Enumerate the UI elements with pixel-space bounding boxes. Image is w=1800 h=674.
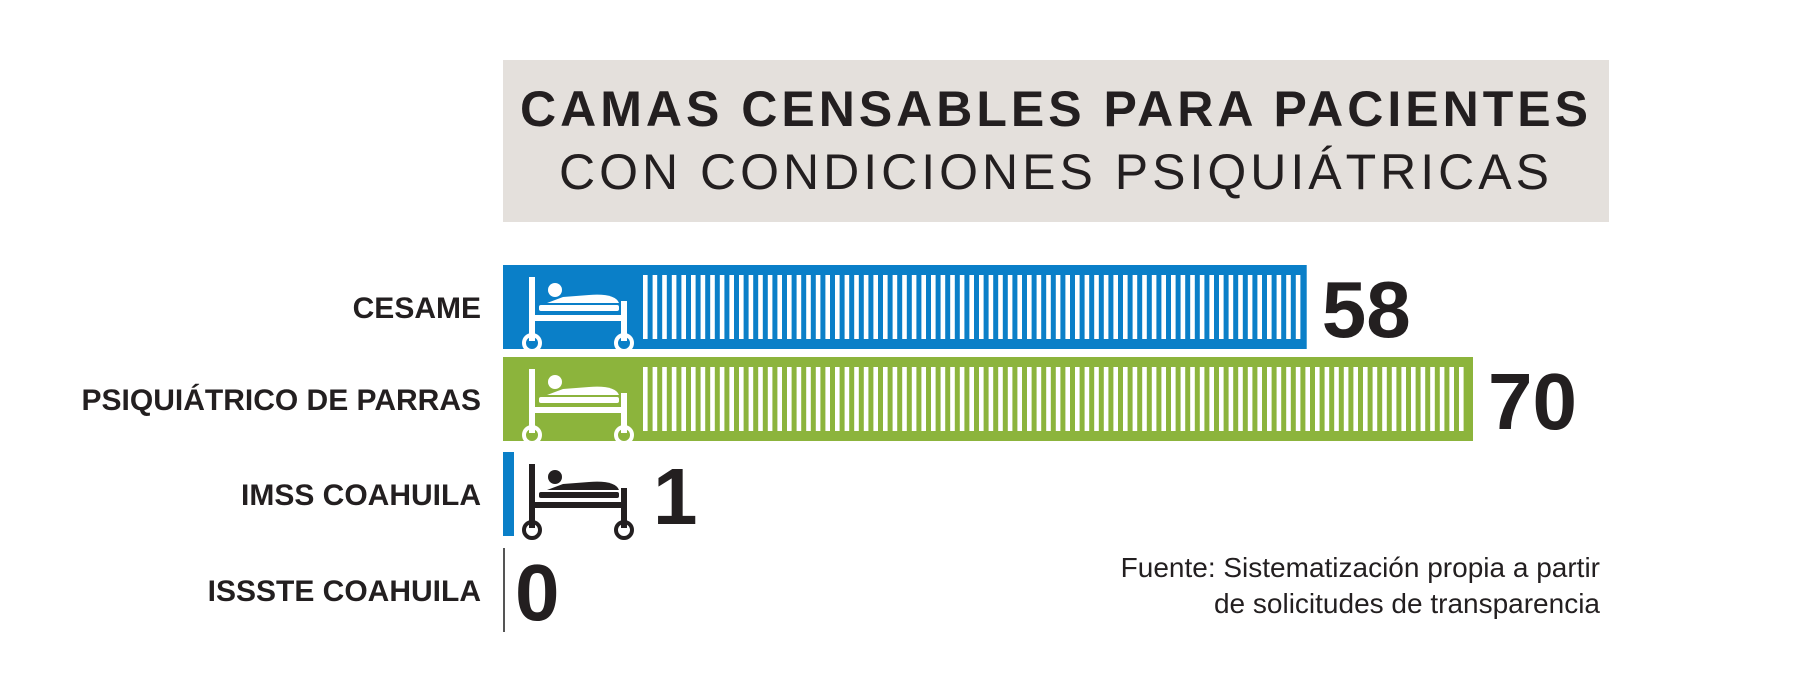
source-note: Fuente: Sistematización propia a partir … <box>1000 550 1600 622</box>
category-label: IMSS COAHUILA <box>241 479 481 512</box>
source-line2: de solicitudes de transparencia <box>1213 588 1600 619</box>
bed-icon <box>522 277 634 353</box>
value-label: 58 <box>1322 265 1411 354</box>
chart-title-box: CAMAS CENSABLES PARA PACIENTES CON CONDI… <box>503 60 1609 222</box>
source-line1: Fuente: Sistematización propia a partir <box>1120 552 1600 583</box>
zero-axis-line <box>503 548 505 632</box>
bar <box>503 452 514 536</box>
value-label: 70 <box>1488 357 1577 446</box>
bed-icon <box>522 464 634 540</box>
chart-title-line1: CAMAS CENSABLES PARA PACIENTES <box>520 81 1592 137</box>
category-label: PSIQUIÁTRICO DE PARRAS <box>82 383 481 417</box>
value-label: 1 <box>653 452 698 541</box>
bed-icon <box>522 369 634 445</box>
category-label: ISSSTE COAHUILA <box>208 575 481 608</box>
chart-title-line2: CON CONDICIONES PSIQUIÁTRICAS <box>559 144 1553 200</box>
value-label: 0 <box>515 548 560 637</box>
category-label: CESAME <box>353 292 481 325</box>
